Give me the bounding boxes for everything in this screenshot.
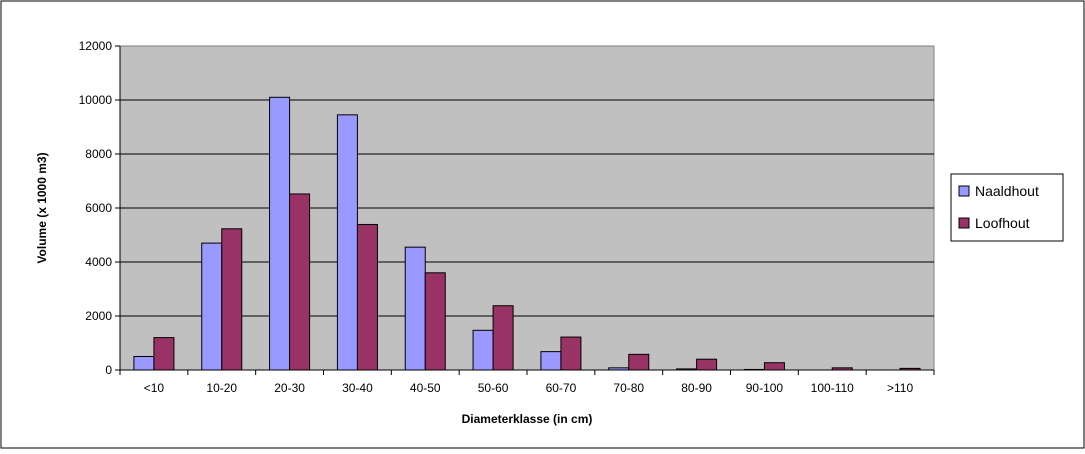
x-tick-label: 30-40 [342,381,373,395]
bars [133,96,921,371]
y-tick-label: 2000 [85,309,112,323]
bar-naaldhout-4 [404,246,426,371]
legend-swatch-loofhout [958,217,970,229]
bar-naaldhout-5 [472,329,494,371]
x-tick-label: 50-60 [478,381,509,395]
bar-naaldhout-0 [133,356,155,371]
bar-loofhout-5 [492,305,514,371]
x-axis-title: Diameterklasse (in cm) [462,412,593,426]
bar-naaldhout-3 [336,114,358,371]
bar-naaldhout-2 [269,96,291,371]
bar-loofhout-2 [289,193,311,371]
bar-loofhout-4 [424,272,446,371]
legend-swatch-naaldhout [958,185,970,197]
x-tick-label: <10 [144,381,165,395]
y-axis-title: Volume (x 1000 m3) [35,152,49,263]
x-tick-label: >110 [887,381,913,395]
bar-loofhout-6 [560,336,582,371]
legend: Naaldhout Loofhout [950,173,1064,242]
legend-label-loofhout: Loofhout [975,215,1030,231]
bar-loofhout-7 [628,353,650,371]
bar-loofhout-3 [356,223,378,371]
y-tick-label: 6000 [85,201,112,215]
bar-naaldhout-6 [540,351,562,371]
y-tick-label: 12000 [79,39,113,53]
bar-loofhout-9 [763,362,785,371]
gridlines [120,99,934,317]
x-tick-label: 60-70 [546,381,577,395]
x-tick-label: 90-100 [746,381,784,395]
bar-loofhout-8 [696,358,718,371]
y-tick-label: 4000 [85,255,112,269]
bar-loofhout-0 [153,337,175,371]
axes: 0 2000 4000 6000 8000 10000 12000 <10 10-20 20-30… [79,39,935,395]
x-tick-label: 20-30 [274,381,305,395]
bar-loofhout-1 [221,228,243,371]
x-tick-label: 40-50 [410,381,441,395]
y-tick-label: 10000 [79,93,113,107]
legend-box [950,173,1064,242]
x-tick-label: 80-90 [681,381,712,395]
x-tick-label: 70-80 [613,381,644,395]
legend-label-naaldhout: Naaldhout [975,183,1039,199]
bar-naaldhout-1 [201,242,223,371]
x-tick-label: 100-110 [811,381,854,395]
y-tick-label: 8000 [85,147,112,161]
x-tick-label: 10-20 [206,381,237,395]
y-tick-label: 0 [105,363,112,377]
